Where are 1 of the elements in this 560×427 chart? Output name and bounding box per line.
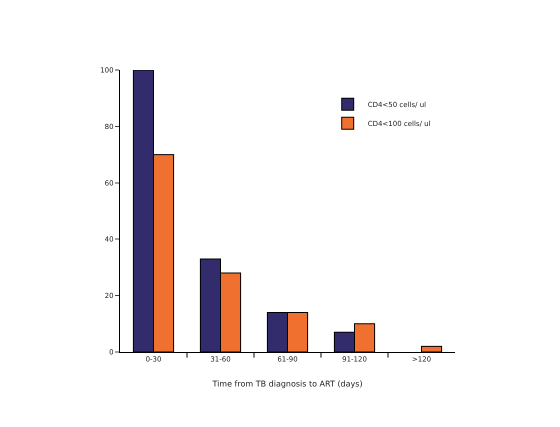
x-axis-title: Time from TB diagnosis to ART (days) <box>211 380 363 388</box>
